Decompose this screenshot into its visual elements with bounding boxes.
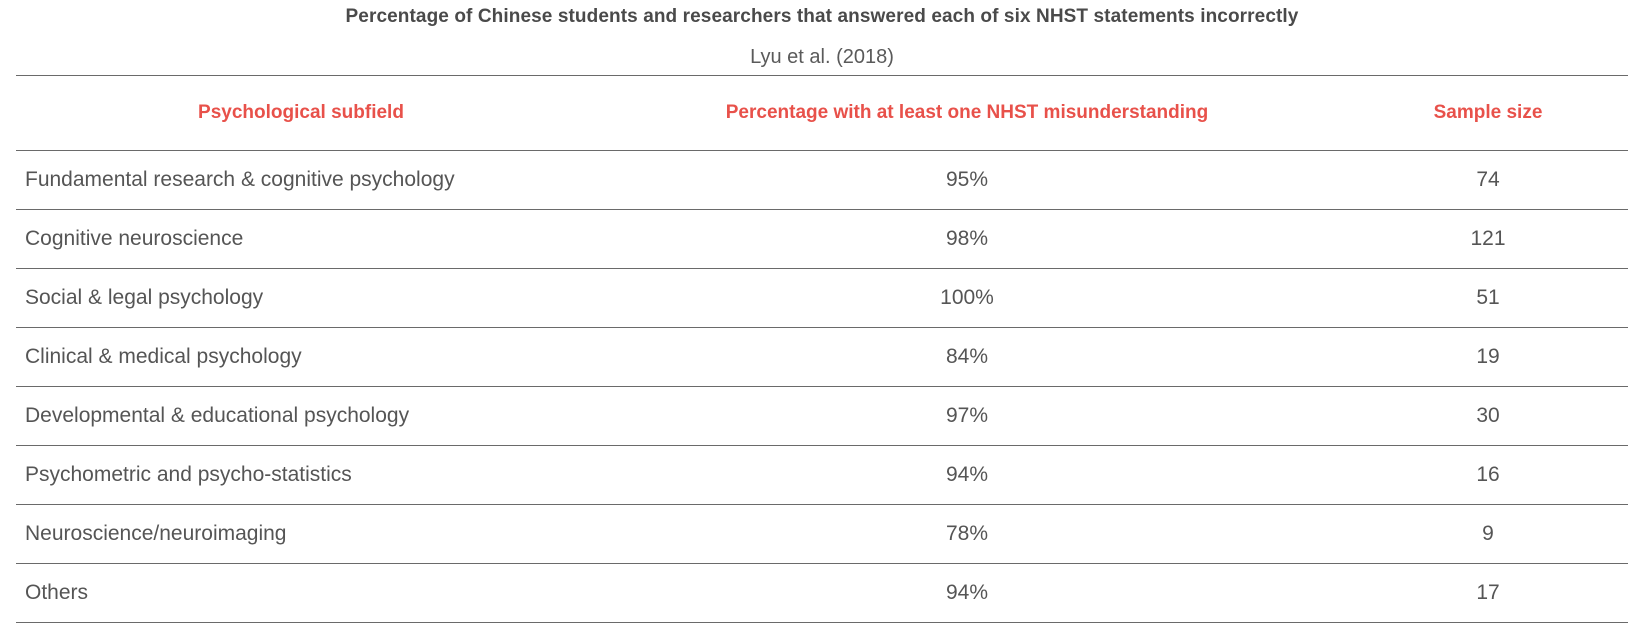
cell-percentage: 97% xyxy=(586,386,1348,446)
data-table: Psychological subfield Percentage with a… xyxy=(16,75,1628,623)
table-title: Percentage of Chinese students and resea… xyxy=(345,6,1299,27)
cell-subfield: Cognitive neuroscience xyxy=(16,209,586,269)
cell-subfield: Clinical & medical psychology xyxy=(16,327,586,387)
cell-percentage: 84% xyxy=(586,327,1348,387)
table-row: Developmental & educational psychology 9… xyxy=(16,386,1628,446)
cell-percentage: 78% xyxy=(586,504,1348,564)
table-row: Cognitive neuroscience 98% 121 xyxy=(16,209,1628,269)
cell-percentage: 100% xyxy=(586,268,1348,328)
header-percentage: Percentage with at least one NHST misund… xyxy=(586,75,1348,151)
header-psychological-subfield: Psychological subfield xyxy=(16,75,586,151)
table-subtitle: Lyu et al. (2018) xyxy=(750,46,894,68)
table-row: Others 94% 17 xyxy=(16,563,1628,623)
cell-sample-size: 121 xyxy=(1348,209,1628,269)
table-header: Psychological subfield Percentage with a… xyxy=(16,75,1628,151)
cell-subfield: Neuroscience/neuroimaging xyxy=(16,504,586,564)
header-sample-size: Sample size xyxy=(1348,75,1628,151)
cell-sample-size: 30 xyxy=(1348,386,1628,446)
table-row: Fundamental research & cognitive psychol… xyxy=(16,150,1628,210)
cell-sample-size: 74 xyxy=(1348,150,1628,210)
table-row: Social & legal psychology 100% 51 xyxy=(16,268,1628,328)
table-row: Psychometric and psycho-statistics 94% 1… xyxy=(16,445,1628,505)
table-row: Neuroscience/neuroimaging 78% 9 xyxy=(16,504,1628,564)
cell-subfield: Social & legal psychology xyxy=(16,268,586,328)
header-row: Psychological subfield Percentage with a… xyxy=(16,75,1628,151)
cell-subfield: Psychometric and psycho-statistics xyxy=(16,445,586,505)
cell-sample-size: 16 xyxy=(1348,445,1628,505)
cell-sample-size: 9 xyxy=(1348,504,1628,564)
cell-percentage: 94% xyxy=(586,563,1348,623)
cell-percentage: 98% xyxy=(586,209,1348,269)
cell-sample-size: 51 xyxy=(1348,268,1628,328)
cell-sample-size: 17 xyxy=(1348,563,1628,623)
cell-percentage: 94% xyxy=(586,445,1348,505)
cell-subfield: Fundamental research & cognitive psychol… xyxy=(16,150,586,210)
table-body: Fundamental research & cognitive psychol… xyxy=(16,150,1628,623)
table-row: Clinical & medical psychology 84% 19 xyxy=(16,327,1628,387)
cell-subfield: Others xyxy=(16,563,586,623)
cell-percentage: 95% xyxy=(586,150,1348,210)
cell-sample-size: 19 xyxy=(1348,327,1628,387)
cell-subfield: Developmental & educational psychology xyxy=(16,386,586,446)
